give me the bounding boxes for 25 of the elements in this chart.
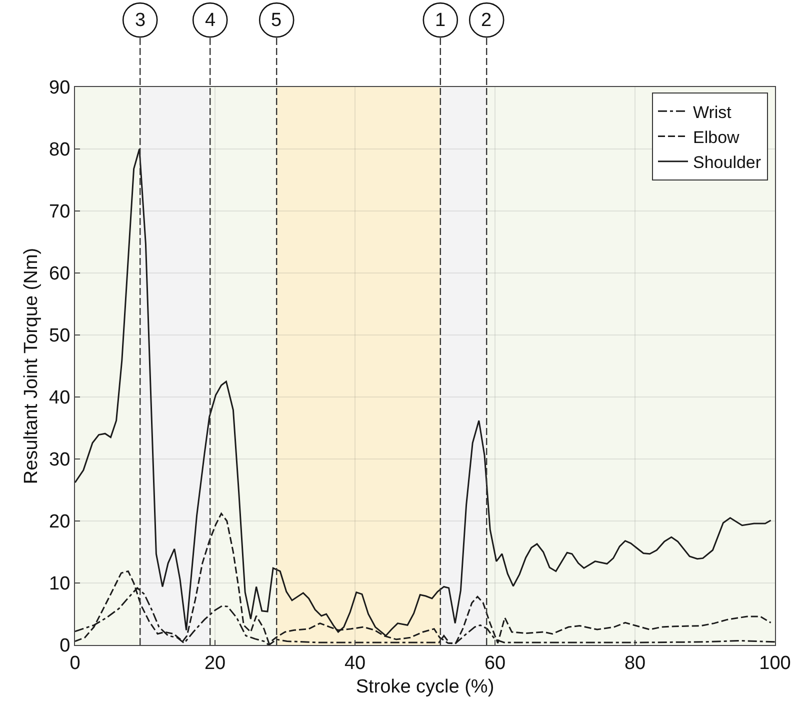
y-tick-label: 60 xyxy=(49,264,70,285)
y-axis-title: Resultant Joint Torque (Nm) xyxy=(20,248,42,484)
y-tick-label: 20 xyxy=(49,512,70,533)
y-tick-label: 80 xyxy=(49,140,70,161)
y-tick-label: 10 xyxy=(49,574,70,595)
x-tick-label: 80 xyxy=(624,652,646,674)
text: 4 xyxy=(205,10,216,31)
x-tick-label: 60 xyxy=(484,652,506,674)
y-tick-label: 90 xyxy=(49,78,70,99)
y-tick-label: 40 xyxy=(49,388,70,409)
text: 5 xyxy=(271,10,282,31)
legend-label: Wrist xyxy=(693,102,732,122)
text: 3 xyxy=(135,10,146,31)
y-tick-label: 0 xyxy=(60,636,70,657)
x-axis-title: Stroke cycle (%) xyxy=(356,676,494,698)
text: 1 xyxy=(435,10,446,31)
text: 2 xyxy=(481,10,492,31)
legend-label: Shoulder xyxy=(693,152,762,172)
x-tick-label: 20 xyxy=(204,652,226,674)
x-tick-label: 40 xyxy=(344,652,366,674)
x-tick-label: 100 xyxy=(759,652,791,674)
y-tick-label: 70 xyxy=(49,202,70,223)
legend-label: Elbow xyxy=(693,128,740,147)
y-tick-label: 30 xyxy=(49,450,70,471)
y-tick-label: 50 xyxy=(49,326,70,347)
